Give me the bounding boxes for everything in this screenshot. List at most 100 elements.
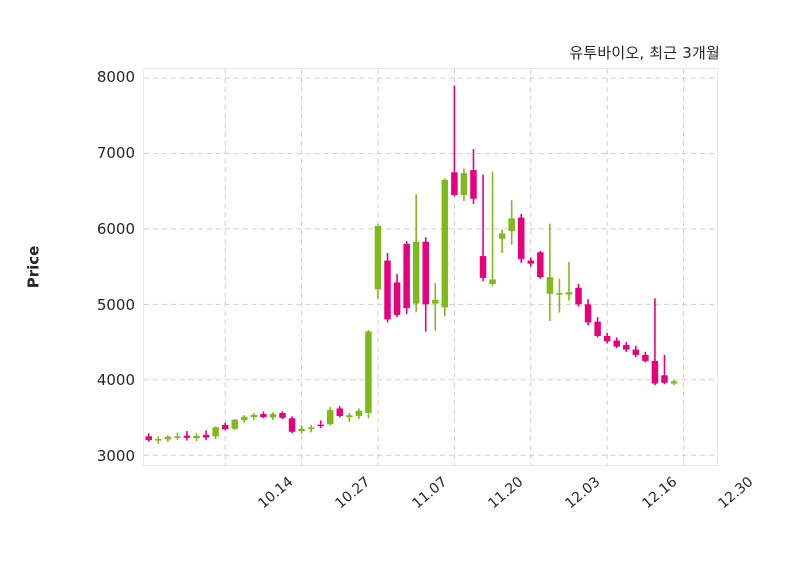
candle-body xyxy=(384,260,391,320)
candle-body xyxy=(556,293,563,295)
plot-area xyxy=(143,68,718,466)
y-tick-label: 8000 xyxy=(96,68,135,87)
candlestick-bar xyxy=(326,406,334,426)
candlestick-bar xyxy=(537,250,544,279)
candle-body xyxy=(432,299,439,304)
x-tick-label: 12.30 xyxy=(715,474,757,513)
candle-body xyxy=(231,419,238,429)
gridlines xyxy=(144,69,717,465)
candle-body xyxy=(498,233,506,239)
candle-body xyxy=(451,172,458,195)
y-axis-label: Price xyxy=(22,68,44,466)
candle-body xyxy=(298,428,305,432)
candlestick-bar xyxy=(422,237,429,332)
x-tick-label: 10.14 xyxy=(255,474,297,513)
candle-body xyxy=(183,435,191,438)
candle-body xyxy=(212,427,219,437)
x-tick-label: 12.16 xyxy=(639,474,681,513)
candlestick-bar xyxy=(279,411,286,419)
candle-body xyxy=(546,277,554,294)
candle-body xyxy=(594,321,601,337)
candle-body xyxy=(260,414,267,418)
candlestick-bar xyxy=(470,148,477,205)
candlestick-bar xyxy=(546,223,554,321)
candlestick-bar xyxy=(155,436,162,444)
candle-body xyxy=(174,436,181,438)
y-axis-label-text: Price xyxy=(24,245,43,289)
candle-body xyxy=(460,173,468,195)
y-tick-label: 5000 xyxy=(96,295,135,314)
candlestick-bar xyxy=(241,415,248,423)
candlestick-bar xyxy=(183,431,191,441)
candle-body xyxy=(670,381,678,384)
x-tick-label: 12.03 xyxy=(562,474,604,513)
candle-body xyxy=(155,438,162,441)
candle-body xyxy=(307,427,315,429)
candlestick-bar xyxy=(174,432,181,440)
candle-body xyxy=(221,425,229,430)
candle-body xyxy=(355,410,363,416)
candlestick-bar xyxy=(164,435,172,442)
candle-body xyxy=(441,179,449,308)
candlestick-bar xyxy=(346,412,353,422)
candlestick-bar xyxy=(670,379,678,386)
candle-body xyxy=(412,241,420,304)
candle-body xyxy=(613,340,620,347)
candle-body xyxy=(527,260,535,264)
candlestick-bar xyxy=(202,430,210,441)
candlestick-bar xyxy=(269,412,277,421)
candlestick-bar xyxy=(298,425,305,434)
candle-body xyxy=(336,408,344,416)
candlestick-bar xyxy=(460,168,468,202)
candlestick-bar xyxy=(489,171,496,287)
candlestick-bar xyxy=(661,354,668,385)
y-tick-label: 6000 xyxy=(96,219,135,238)
candlestick-bar xyxy=(212,426,219,439)
x-tick-label: 11.07 xyxy=(409,474,451,513)
candlestick-bar xyxy=(288,416,296,434)
y-tick-label: 4000 xyxy=(96,371,135,390)
candlestick-series xyxy=(145,85,678,444)
candlestick-bar xyxy=(441,178,449,317)
candle-body xyxy=(489,279,496,284)
candle-body xyxy=(470,170,477,199)
candlestick-bar xyxy=(365,329,372,419)
candlestick-bar xyxy=(508,200,515,245)
candle-body xyxy=(241,416,248,421)
candlestick-bar xyxy=(307,425,315,433)
candlestick-bar xyxy=(613,337,620,349)
candle-body xyxy=(479,256,487,278)
x-axis-tick-labels: 10.14 10.27 11.07 11.20 12.03 12.16 12.30 xyxy=(143,466,757,546)
candlestick-bar xyxy=(451,85,458,197)
candlestick-bar xyxy=(565,262,573,301)
candlestick-bar xyxy=(556,278,563,313)
candle-body xyxy=(603,336,611,342)
candlestick-bar xyxy=(384,253,391,323)
candlestick-bar xyxy=(221,422,229,431)
candle-body xyxy=(346,415,353,418)
candle-body xyxy=(508,218,515,232)
candle-body xyxy=(661,375,668,383)
candle-body xyxy=(193,435,200,439)
candlestick-bar xyxy=(412,194,420,312)
candle-body xyxy=(422,241,429,305)
candle-body xyxy=(279,412,286,418)
candlestick-bar xyxy=(498,229,506,254)
candlestick-bar xyxy=(231,418,238,430)
candle-body xyxy=(326,409,334,425)
candlestick-bar xyxy=(575,283,582,307)
chart-title: 유투바이오, 최근 3개월 xyxy=(569,44,720,62)
candle-body xyxy=(517,217,525,260)
candlestick-bar xyxy=(594,317,601,338)
candlestick-bar xyxy=(527,257,535,267)
y-axis-tick-labels: 3000 4000 5000 6000 7000 8000 xyxy=(73,68,135,466)
candle-body xyxy=(164,436,172,440)
candle-body xyxy=(145,436,153,441)
candlestick-bar xyxy=(479,174,487,281)
candle-body xyxy=(632,349,640,355)
candlestick-bar xyxy=(260,411,267,419)
candle-body xyxy=(651,360,659,384)
candlestick-bar xyxy=(603,333,611,344)
candlestick-bar xyxy=(336,406,344,418)
